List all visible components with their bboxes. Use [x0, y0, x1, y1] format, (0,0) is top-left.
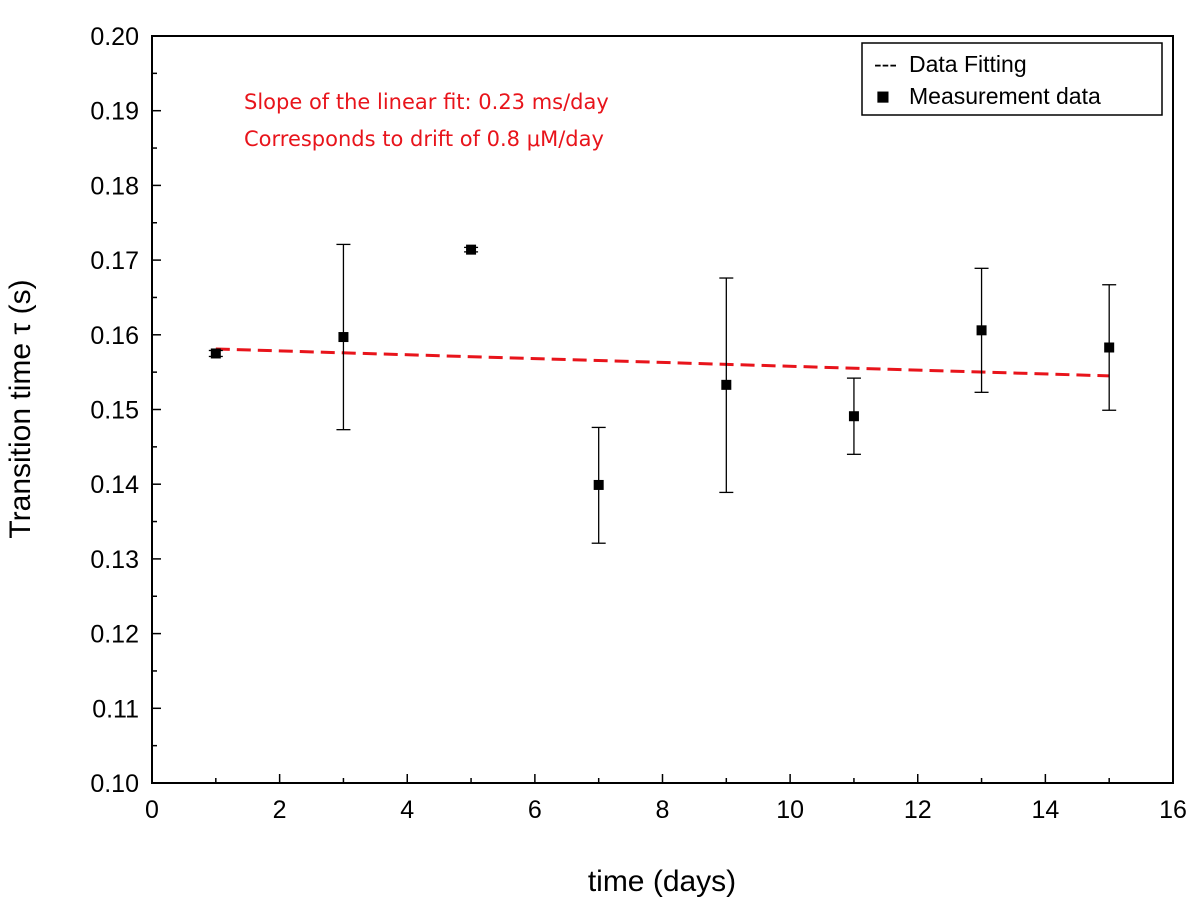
data-point: [591, 426, 606, 544]
y-axis-title: Transition time τ (s): [4, 279, 37, 538]
data-marker: [721, 379, 732, 390]
data-point: [464, 244, 479, 255]
legend-fit-symbol: ---: [874, 51, 897, 77]
data-point: [974, 267, 989, 393]
y-tick-label: 0.13: [90, 546, 139, 574]
data-marker: [466, 244, 477, 255]
legend-fit-label: Data Fitting: [909, 51, 1027, 77]
y-tick-label: 0.15: [90, 397, 139, 425]
x-tick-label: 8: [656, 796, 670, 824]
y-tick-label: 0.14: [90, 471, 139, 499]
y-tick-label: 0.10: [90, 770, 139, 798]
data-point: [1102, 284, 1117, 411]
y-tick-label: 0.17: [90, 247, 139, 275]
legend: --- Data Fitting ■ Measurement data: [861, 42, 1163, 116]
y-tick-label: 0.18: [90, 172, 139, 200]
x-tick-labels: 0 2 4 6 8 10 12 14 16: [145, 796, 1187, 824]
data-point: [336, 243, 351, 431]
data-marker: [593, 479, 604, 490]
x-tick-label: 6: [528, 796, 542, 824]
y-tick-label: 0.20: [90, 23, 139, 51]
y-tick-label: 0.16: [90, 322, 139, 350]
data-point: [719, 277, 734, 494]
data-marker: [976, 325, 987, 336]
data-marker: [338, 332, 349, 343]
data-point: [846, 377, 861, 455]
fit-line-group: [215, 347, 1110, 378]
data-point: [208, 348, 223, 359]
y-tick-label: 0.11: [92, 695, 139, 723]
y-tick-labels: 0.10 0.11 0.12 0.13 0.14 0.15 0.16 0.17 0.18 0.19…: [90, 23, 139, 798]
x-tick-label: 16: [1159, 796, 1187, 824]
x-tick-label: 4: [400, 796, 414, 824]
x-tick-label: 12: [904, 796, 932, 824]
measurement-points: [208, 243, 1117, 544]
legend-box: [861, 42, 1163, 116]
axis-ticks: [151, 35, 1174, 784]
x-tick-label: 0: [145, 796, 159, 824]
data-marker: [1104, 342, 1115, 353]
x-tick-label: 2: [273, 796, 287, 824]
fit-annotation: Slope of the linear fit: 0.23 ms/day Cor…: [244, 90, 609, 151]
annotation-slope: Slope of the linear fit: 0.23 ms/day: [244, 90, 609, 114]
fit-line: [215, 347, 1110, 378]
x-tick-label: 14: [1031, 796, 1059, 824]
annotation-drift: Corresponds to drift of 0.8 μM/day: [244, 127, 604, 151]
data-marker: [848, 411, 859, 422]
legend-measurement-symbol: ■: [876, 83, 890, 109]
x-axis-title: time (days): [588, 865, 736, 898]
y-tick-label: 0.12: [90, 621, 139, 649]
y-tick-label: 0.19: [90, 98, 139, 126]
x-tick-label: 10: [776, 796, 804, 824]
data-marker: [210, 348, 221, 359]
legend-measurement-label: Measurement data: [909, 83, 1101, 109]
